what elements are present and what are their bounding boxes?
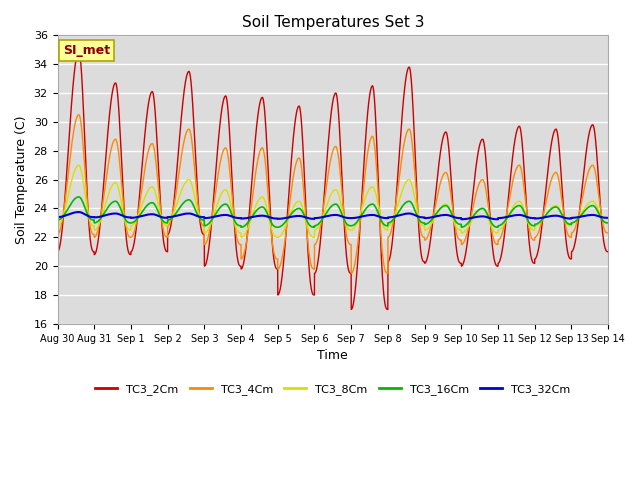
X-axis label: Time: Time [317,349,348,362]
TC3_32Cm [312,215,320,221]
TC3_16Cm [604,220,612,226]
Text: SI_met: SI_met [63,44,110,57]
TC3_4Cm [426,228,434,233]
TC3_4Cm [456,237,464,243]
TC3_2Cm [384,307,392,312]
Line: TC3_2Cm: TC3_2Cm [58,51,608,310]
TC3_16Cm [312,223,320,228]
TC3_4Cm [153,165,161,171]
Line: TC3_16Cm: TC3_16Cm [58,197,608,227]
TC3_32Cm [604,215,611,221]
TC3_32Cm [488,216,495,221]
TC3_16Cm [426,219,434,225]
TC3_16Cm [494,224,502,230]
TC3_32Cm [604,215,612,221]
TC3_16Cm [604,220,611,226]
TC3_32Cm [54,214,61,220]
TC3_2Cm [456,260,464,266]
TC3_8Cm [54,223,61,228]
TC3_8Cm [312,227,320,232]
TC3_4Cm [488,227,495,233]
TC3_4Cm [75,112,83,118]
TC3_16Cm [488,220,495,226]
TC3_16Cm [54,217,61,223]
Line: TC3_4Cm: TC3_4Cm [58,115,608,274]
TC3_32Cm [456,215,464,221]
TC3_2Cm [426,241,434,247]
TC3_2Cm [604,249,612,254]
TC3_8Cm [488,225,495,230]
TC3_2Cm [75,48,83,54]
TC3_4Cm [54,231,61,237]
TC3_16Cm [75,194,83,200]
TC3_16Cm [456,221,464,227]
TC3_8Cm [75,162,83,168]
Line: TC3_8Cm: TC3_8Cm [58,165,608,237]
TC3_8Cm [604,220,611,226]
TC3_8Cm [153,194,161,200]
TC3_32Cm [494,216,502,222]
Line: TC3_32Cm: TC3_32Cm [58,212,608,219]
Y-axis label: Soil Temperature (C): Soil Temperature (C) [15,115,28,244]
TC3_16Cm [153,205,161,211]
TC3_8Cm [310,234,318,240]
TC3_8Cm [456,227,464,233]
TC3_32Cm [75,209,83,215]
TC3_2Cm [54,249,61,254]
TC3_2Cm [604,249,611,254]
Legend: TC3_2Cm, TC3_4Cm, TC3_8Cm, TC3_16Cm, TC3_32Cm: TC3_2Cm, TC3_4Cm, TC3_8Cm, TC3_16Cm, TC3… [91,379,575,399]
TC3_8Cm [604,220,612,226]
TC3_2Cm [488,235,495,240]
TC3_32Cm [426,215,434,220]
TC3_4Cm [384,271,392,276]
TC3_4Cm [604,230,611,236]
TC3_8Cm [426,223,434,229]
TC3_32Cm [153,212,161,218]
TC3_2Cm [312,267,320,273]
TC3_4Cm [604,230,612,236]
Title: Soil Temperatures Set 3: Soil Temperatures Set 3 [241,15,424,30]
TC3_2Cm [153,131,161,137]
TC3_4Cm [312,240,320,246]
